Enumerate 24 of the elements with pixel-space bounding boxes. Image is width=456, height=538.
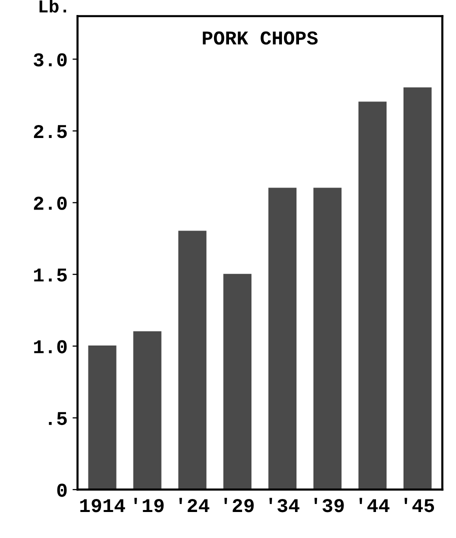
bar bbox=[358, 102, 387, 490]
text: PORK CHOPS bbox=[202, 31, 318, 45]
y-tick-label: 0 bbox=[57, 484, 67, 497]
x-tick-label: 1914 bbox=[80, 499, 126, 512]
x-tick-label: '39 bbox=[314, 498, 344, 512]
y-tick-label: 1.5 bbox=[34, 268, 67, 282]
bar bbox=[223, 274, 252, 490]
x-tick-label: '19 bbox=[134, 498, 164, 512]
bar bbox=[403, 87, 432, 490]
y-tick-label: .5 bbox=[48, 412, 67, 426]
y-tick-label: 3.0 bbox=[34, 53, 67, 66]
bar bbox=[133, 331, 162, 490]
bar bbox=[178, 230, 206, 490]
x-tick-label: '34 bbox=[269, 498, 300, 512]
x-tick-label: '44 bbox=[360, 498, 390, 512]
y-tick-label: 2.5 bbox=[34, 124, 67, 138]
y-tick-label: 2.0 bbox=[34, 196, 67, 210]
x-tick-label: '24 bbox=[179, 498, 210, 512]
y-tick-label: 1.0 bbox=[34, 340, 67, 354]
bar bbox=[268, 188, 297, 490]
bar bbox=[88, 346, 116, 490]
bar bbox=[313, 188, 342, 490]
x-tick-label: '29 bbox=[224, 498, 254, 512]
x-tick-label: '45 bbox=[404, 498, 434, 512]
